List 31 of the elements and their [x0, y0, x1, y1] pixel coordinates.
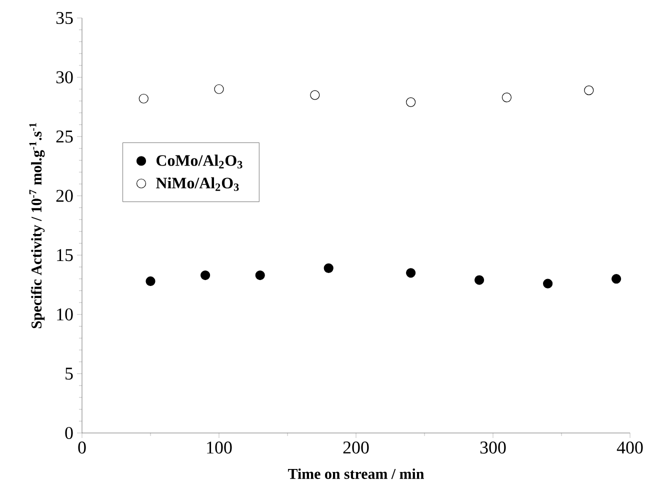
y-tick-label: 5 [66, 368, 73, 380]
y-tick-label: 0 [65, 426, 73, 440]
y-tick-label: 25 [56, 130, 73, 143]
x-tick-label: 200 [343, 442, 369, 454]
point [255, 270, 265, 280]
point [543, 278, 553, 288]
point [406, 97, 416, 107]
y-tick-label: 35 [56, 12, 73, 24]
point [406, 268, 416, 278]
point [146, 276, 156, 286]
x-tick-label: 400 [616, 442, 643, 454]
y-axis-title: Specific Activity / 10$^{-7}$ mol.g$^{-1}$.s$^{-1}$ [29, 123, 45, 328]
point [612, 274, 622, 284]
point [502, 92, 512, 102]
point [214, 84, 224, 94]
point [200, 270, 210, 280]
x-tick-label: 0 [78, 442, 86, 454]
legend-label: CoMo/Al$_{2}$O$_{3}$ [156, 154, 242, 168]
y-tick-label: 10 [57, 308, 73, 320]
x-tick-label: 300 [480, 442, 506, 454]
point [138, 94, 148, 104]
y-tick-label: 15 [57, 249, 73, 262]
x-axis-title: Time on stream / min [288, 468, 424, 479]
x-tick-label: 100 [207, 442, 232, 454]
point [310, 90, 320, 100]
legend-label: NiMo/Al$_{2}$O$_{3}$ [156, 177, 239, 191]
point [584, 86, 594, 96]
point [474, 275, 484, 285]
y-tick-label: 30 [56, 71, 73, 84]
y-tick-label: 20 [56, 190, 73, 202]
point [324, 263, 334, 273]
